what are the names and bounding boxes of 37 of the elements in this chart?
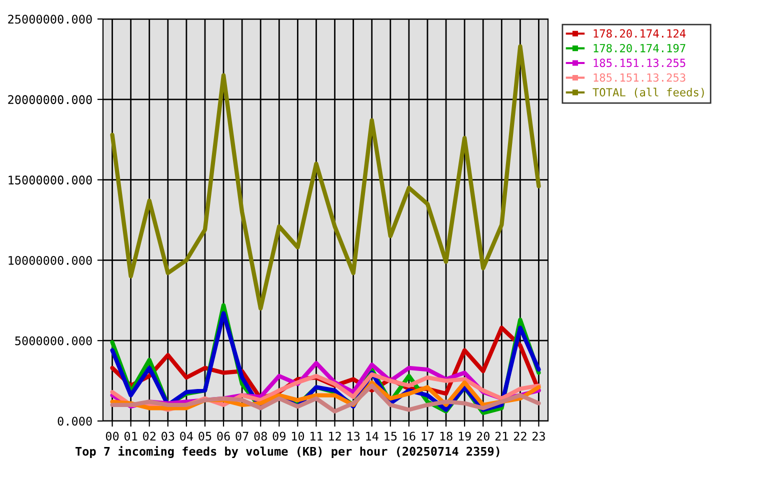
line-series bbox=[110, 44, 541, 311]
x-tick-label: 23 bbox=[532, 432, 545, 441]
x-tick-label: 16 bbox=[403, 432, 416, 441]
x-tick-label: 18 bbox=[440, 432, 452, 441]
x-tick-label: 17 bbox=[422, 432, 434, 440]
y-tick-label: 15000000.000 bbox=[8, 176, 92, 184]
legend-label: TOTAL (all feeds) bbox=[592, 88, 704, 98]
x-tick-label: 02 bbox=[143, 432, 156, 441]
x-tick-label: 10 bbox=[292, 432, 304, 441]
y-tick-label: 25000000.000 bbox=[8, 14, 92, 24]
y-tick-label: 10000000.000 bbox=[8, 256, 92, 265]
y-tick-label: 20000000.000 bbox=[8, 95, 92, 104]
x-tick-label: 13 bbox=[348, 432, 360, 441]
x-tick-label: 01 bbox=[124, 432, 138, 441]
x-tick-label: 21 bbox=[495, 432, 508, 440]
x-tick-label: 00 bbox=[106, 432, 119, 441]
x-tick-label: 09 bbox=[272, 432, 286, 441]
x-tick-label: 20 bbox=[476, 432, 490, 441]
legend-label: 178.20.174.124 bbox=[594, 29, 686, 38]
x-tick-label: 04 bbox=[180, 432, 193, 441]
x-tick-label: 22 bbox=[514, 432, 526, 440]
x-tick-label: 03 bbox=[162, 432, 174, 441]
y-tick-label: 0.000 bbox=[58, 416, 92, 426]
x-tick-label: 19 bbox=[458, 432, 471, 441]
x-tick-label: 05 bbox=[198, 432, 212, 441]
x-tick-label: 11 bbox=[310, 432, 323, 440]
x-tick-label: 06 bbox=[217, 432, 230, 441]
legend-label: 185.151.13.253 bbox=[594, 73, 686, 82]
x-tick-label: 15 bbox=[384, 432, 397, 441]
x-tick-label: 14 bbox=[366, 432, 378, 440]
y-tick-label: 5000000.000 bbox=[15, 336, 92, 346]
text: Top 7 incoming feeds by volume (KB) per hour (20250714 2359) bbox=[76, 446, 500, 458]
legend-label: 185.151.13.255 bbox=[594, 58, 686, 68]
legend-label: 178.20.174.197 bbox=[594, 44, 686, 52]
x-tick-label: 08 bbox=[254, 432, 267, 441]
x-tick-label: 12 bbox=[329, 432, 341, 440]
x-tick-label: 07 bbox=[236, 432, 248, 441]
